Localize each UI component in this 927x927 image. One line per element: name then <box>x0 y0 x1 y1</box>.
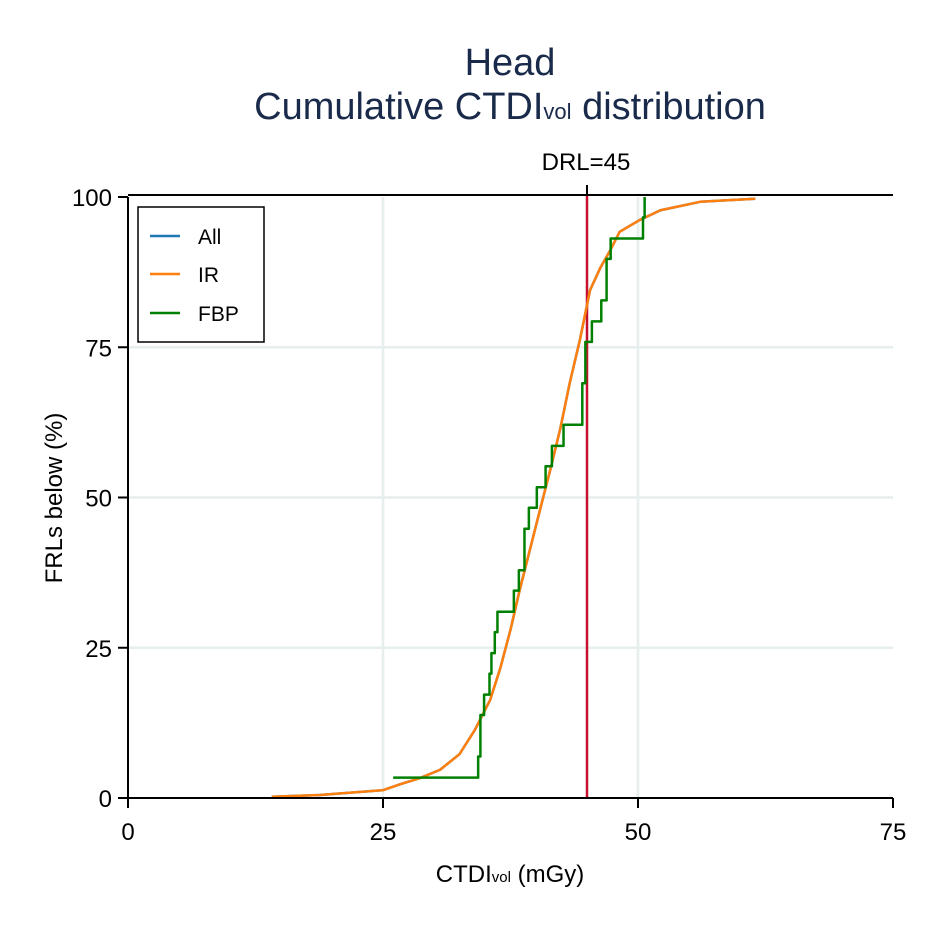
y-tick-label: 50 <box>85 486 112 513</box>
y-axis-label: FRLs below (%) <box>41 413 68 584</box>
axes: 0 25 50 75 0 25 50 75 100 <box>72 185 906 846</box>
chart-subtitle: Cumulative CTDIvol distribution <box>254 86 766 128</box>
x-tick-label: 50 <box>625 819 652 846</box>
y-tick-label: 100 <box>72 185 112 212</box>
chart-title: Head <box>465 42 556 84</box>
drl-label: DRL=45 <box>542 149 631 176</box>
series-group <box>271 197 756 799</box>
legend-label-ir: IR <box>198 264 219 287</box>
y-tick-label: 0 <box>99 786 112 813</box>
x-tick-label: 25 <box>370 819 397 846</box>
x-tick-label: 75 <box>880 819 907 846</box>
legend: All IR FBP <box>137 206 265 343</box>
x-axis-label: CTDIvol (mGy) <box>436 861 585 888</box>
y-tick-label: 75 <box>85 335 112 362</box>
series-line-fbp <box>393 197 646 779</box>
gridlines <box>128 195 893 798</box>
legend-label-fbp: FBP <box>198 303 239 326</box>
legend-label-all: All <box>198 226 221 249</box>
x-tick-label: 0 <box>121 819 134 846</box>
y-tick-label: 25 <box>85 636 112 663</box>
